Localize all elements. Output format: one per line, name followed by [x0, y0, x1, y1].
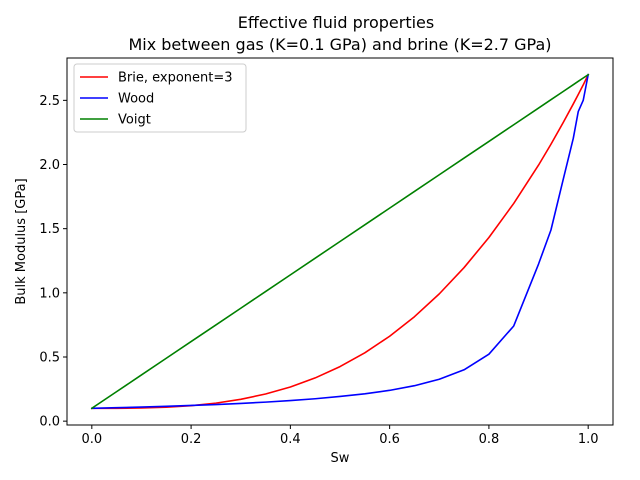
- x-tick-label: 0.8: [479, 432, 500, 447]
- plot-area-frame: [66, 57, 614, 426]
- legend-label-1: Wood: [118, 92, 154, 107]
- y-tick-label: 0.0: [39, 415, 60, 430]
- x-axis-ticks: 0.0 0.2 0.4 0.6 0.8 1.0: [81, 425, 599, 447]
- x-tick-label: 0.4: [280, 432, 301, 447]
- y-axis-ticks: 0.0 0.5 1.0 1.5 2.0 2.5: [39, 94, 67, 430]
- plot-series-group: [90, 73, 590, 410]
- x-axis-label: Sw: [331, 451, 350, 466]
- legend-label-2: Voigt: [118, 113, 151, 128]
- legend-frame: [73, 63, 247, 133]
- x-tick-label: 0.2: [181, 432, 202, 447]
- x-tick-label: 0.6: [379, 432, 400, 447]
- y-tick-label: 2.0: [39, 158, 60, 173]
- y-tick-label: 1.5: [39, 222, 60, 237]
- x-tick-label: 0.0: [81, 432, 102, 447]
- series-line-2: [90, 73, 590, 410]
- chart-title: Effective fluid properties: [238, 13, 434, 32]
- y-tick-label: 2.5: [39, 94, 60, 109]
- y-tick-label: 0.5: [39, 350, 60, 365]
- x-tick-label: 1.0: [578, 432, 599, 447]
- series-line-1: [91, 73, 590, 410]
- chart-subtitle: Mix between gas (K=0.1 GPa) and brine (K…: [128, 35, 551, 54]
- y-axis-label: Bulk Modulus [GPa]: [14, 178, 29, 304]
- y-tick-label: 1.0: [39, 286, 60, 301]
- legend: Brie, exponent=3 Wood Voigt: [73, 63, 247, 133]
- legend-label-0: Brie, exponent=3: [118, 71, 233, 86]
